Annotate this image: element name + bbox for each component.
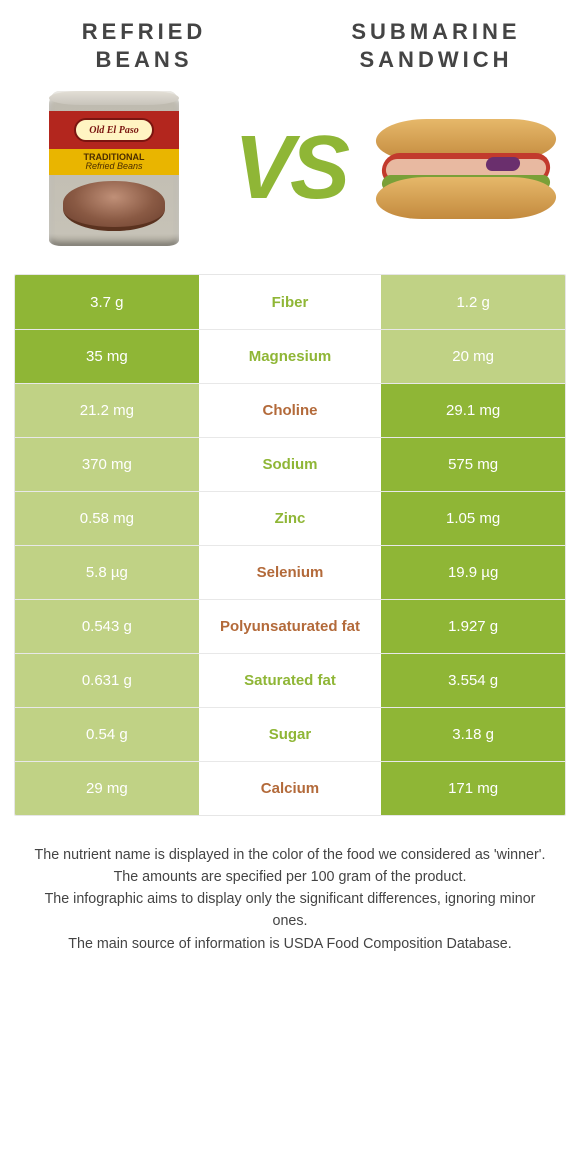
nutrient-name: Sugar — [199, 708, 382, 761]
right-value: 20 mg — [381, 330, 565, 383]
left-value: 35 mg — [15, 330, 199, 383]
left-value: 370 mg — [15, 438, 199, 491]
nutrient-name: Magnesium — [199, 330, 382, 383]
right-value: 29.1 mg — [381, 384, 565, 437]
right-value: 19.9 µg — [381, 546, 565, 599]
nutrient-name: Zinc — [199, 492, 382, 545]
can-tag: TRADITIONAL Refried Beans — [49, 149, 179, 175]
titles-row: REFRIED BEANS SUBMARINE SANDWICH — [14, 10, 566, 73]
left-value: 0.543 g — [15, 600, 199, 653]
vs-label: VS — [234, 128, 346, 209]
footnote-line: The infographic aims to display only the… — [26, 888, 554, 932]
left-illustration: Old El Paso TRADITIONAL Refried Beans — [24, 91, 204, 246]
right-value: 171 mg — [381, 762, 565, 815]
table-row: 29 mgCalcium171 mg — [15, 761, 565, 815]
can-bowl-icon — [63, 181, 165, 231]
right-value: 1.2 g — [381, 275, 565, 329]
table-row: 5.8 µgSelenium19.9 µg — [15, 545, 565, 599]
table-row: 0.631 gSaturated fat3.554 g — [15, 653, 565, 707]
can-logo: Old El Paso — [74, 118, 154, 142]
nutrient-name: Fiber — [199, 275, 382, 329]
right-illustration — [376, 119, 556, 219]
table-row: 3.7 gFiber1.2 g — [15, 275, 565, 329]
footnotes: The nutrient name is displayed in the co… — [14, 816, 566, 955]
nutrient-name: Saturated fat — [199, 654, 382, 707]
can-tag-line2: Refried Beans — [85, 162, 142, 171]
nutrient-name: Polyunsaturated fat — [199, 600, 382, 653]
hero-row: Old El Paso TRADITIONAL Refried Beans VS — [14, 73, 566, 274]
nutrient-name: Calcium — [199, 762, 382, 815]
right-value: 3.554 g — [381, 654, 565, 707]
nutrient-name: Selenium — [199, 546, 382, 599]
comparison-table: 3.7 gFiber1.2 g35 mgMagnesium20 mg21.2 m… — [14, 274, 566, 816]
left-value: 0.58 mg — [15, 492, 199, 545]
left-value: 5.8 µg — [15, 546, 199, 599]
nutrient-name: Choline — [199, 384, 382, 437]
footnote-line: The main source of information is USDA F… — [26, 933, 554, 955]
right-value: 1.05 mg — [381, 492, 565, 545]
right-value: 1.927 g — [381, 600, 565, 653]
left-value: 3.7 g — [15, 275, 199, 329]
left-value: 21.2 mg — [15, 384, 199, 437]
table-row: 370 mgSodium575 mg — [15, 437, 565, 491]
table-row: 0.58 mgZinc1.05 mg — [15, 491, 565, 545]
left-value: 29 mg — [15, 762, 199, 815]
footnote-line: The amounts are specified per 100 gram o… — [26, 866, 554, 888]
table-row: 21.2 mgCholine29.1 mg — [15, 383, 565, 437]
right-value: 3.18 g — [381, 708, 565, 761]
submarine-sandwich-icon — [376, 119, 556, 219]
right-value: 575 mg — [381, 438, 565, 491]
footnote-line: The nutrient name is displayed in the co… — [26, 844, 554, 866]
table-row: 35 mgMagnesium20 mg — [15, 329, 565, 383]
left-value: 0.631 g — [15, 654, 199, 707]
table-row: 0.54 gSugar3.18 g — [15, 707, 565, 761]
right-title: SUBMARINE SANDWICH — [326, 10, 546, 73]
nutrient-name: Sodium — [199, 438, 382, 491]
left-title: REFRIED BEANS — [34, 10, 254, 73]
refried-beans-can-icon: Old El Paso TRADITIONAL Refried Beans — [49, 91, 179, 246]
table-row: 0.543 gPolyunsaturated fat1.927 g — [15, 599, 565, 653]
left-value: 0.54 g — [15, 708, 199, 761]
